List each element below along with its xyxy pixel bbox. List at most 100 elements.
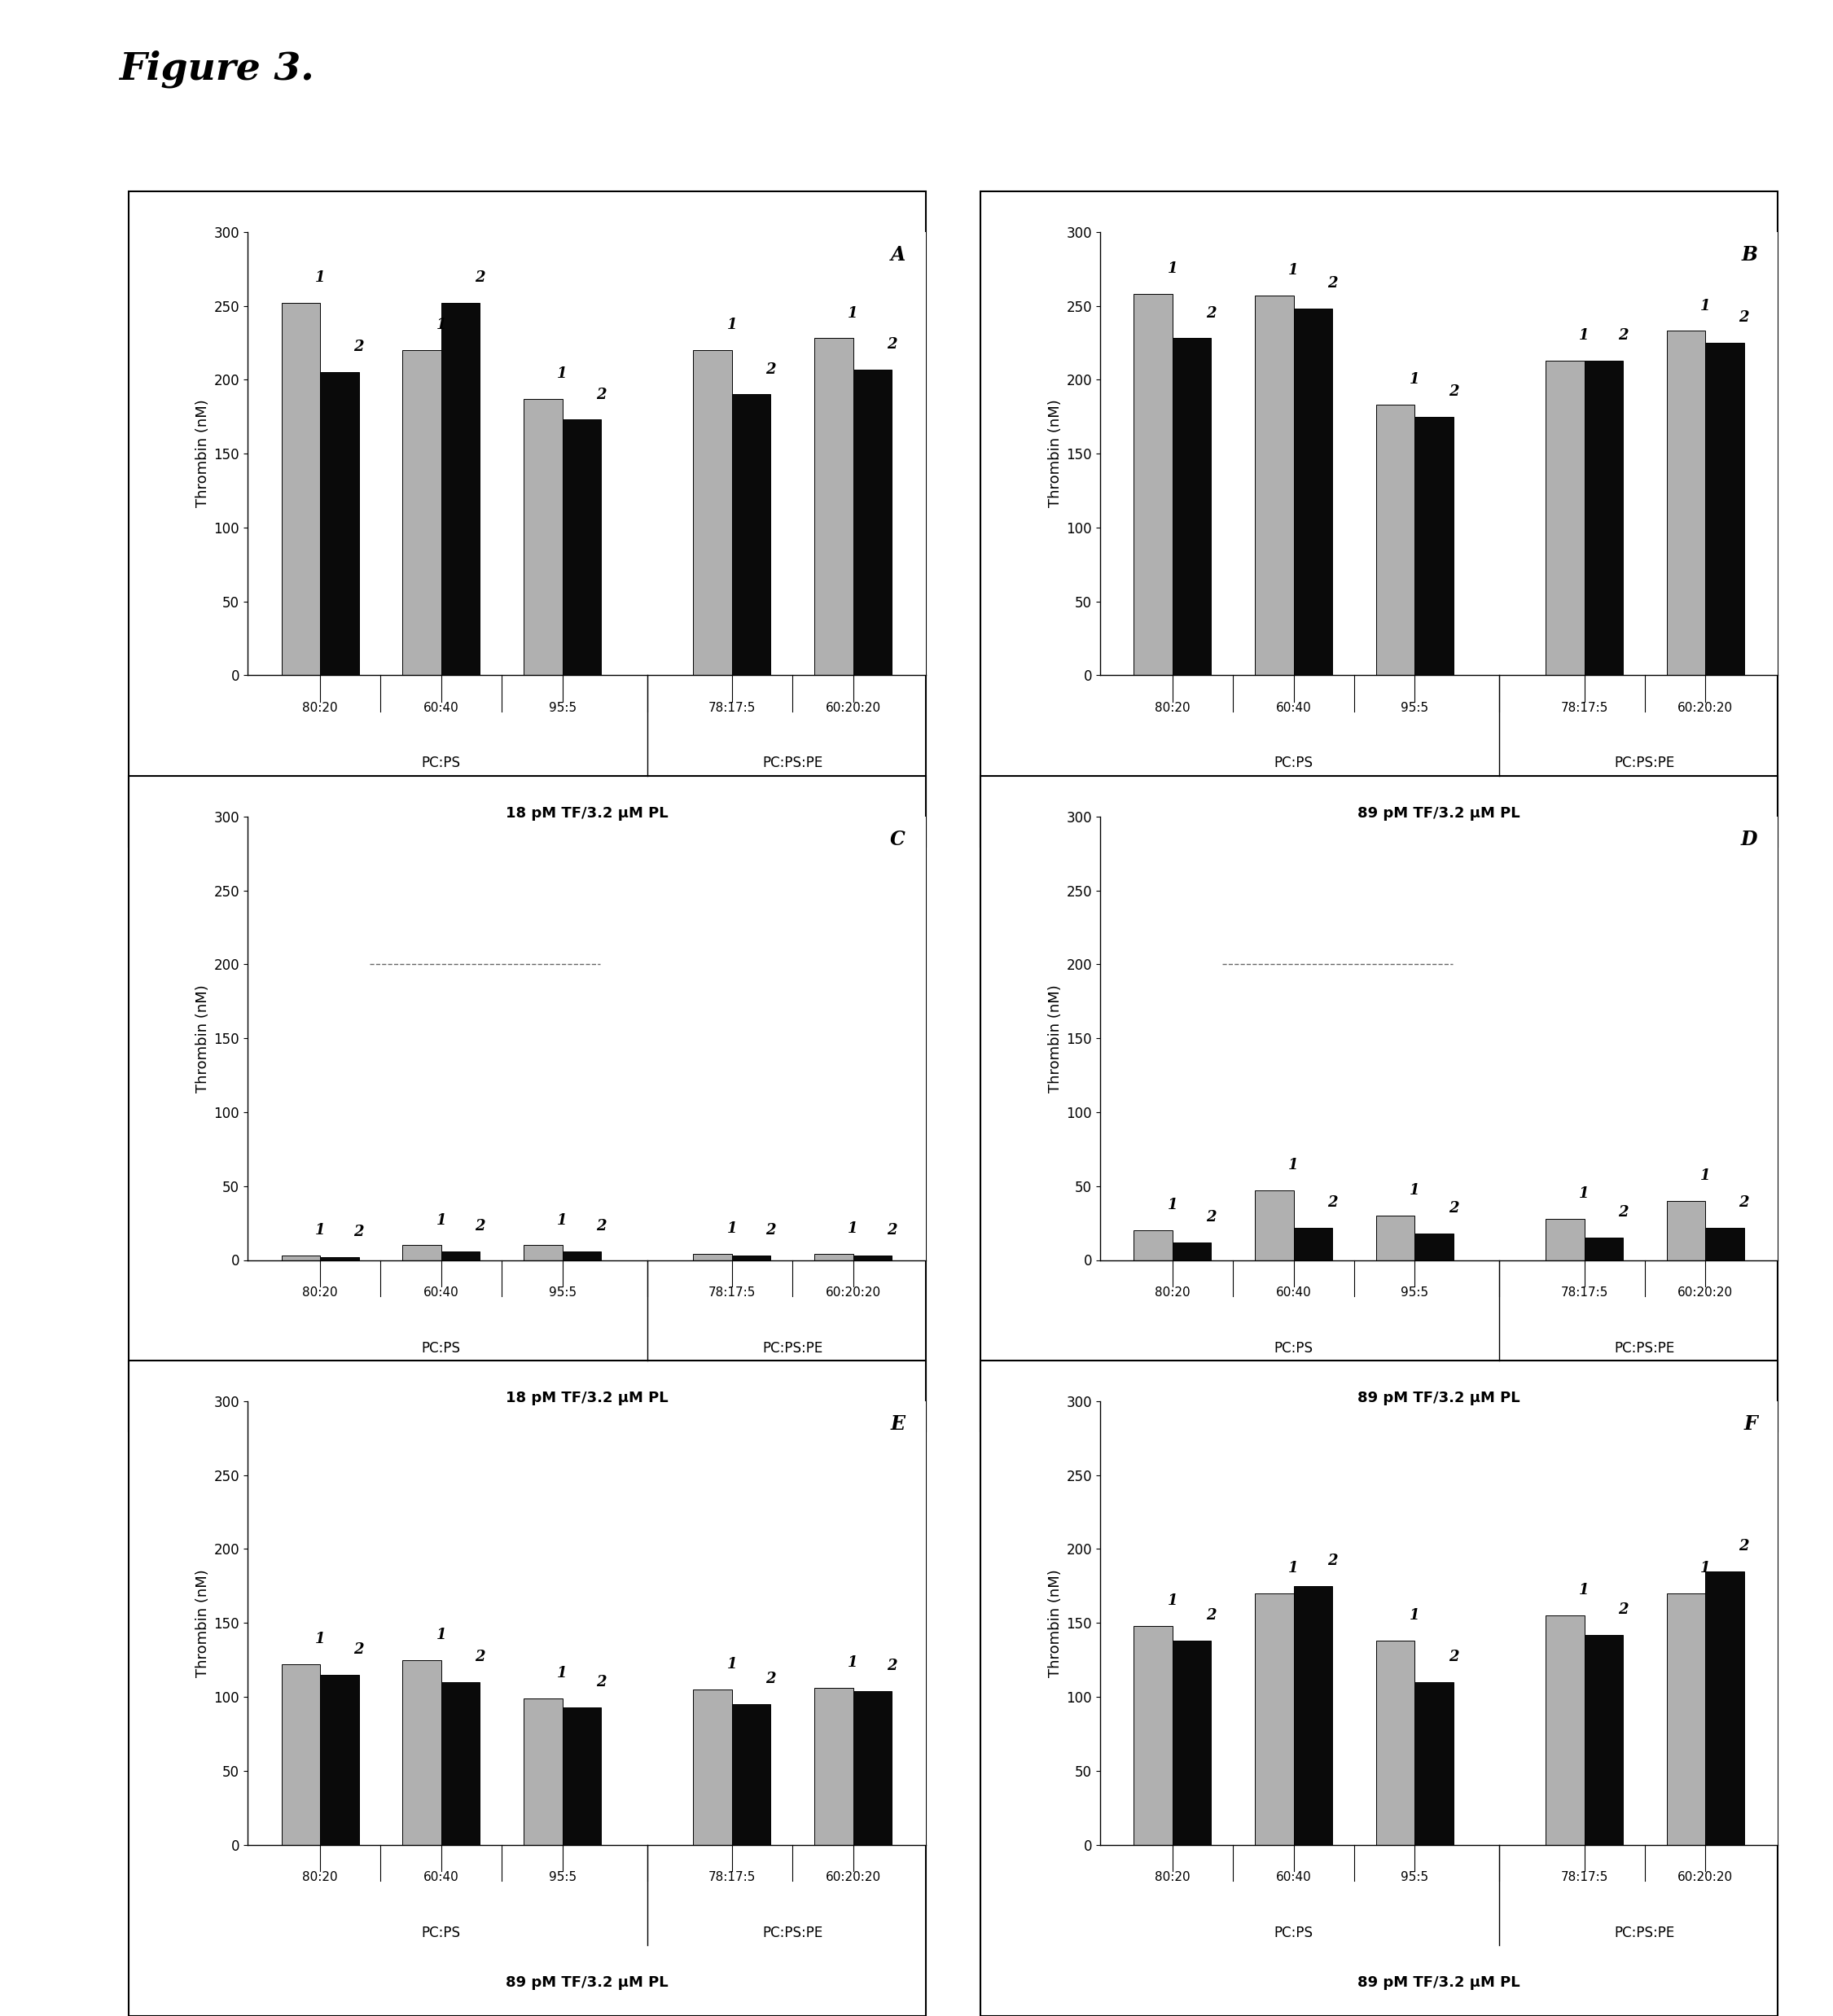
- Bar: [563, 1252, 601, 1260]
- Bar: [403, 1659, 442, 1845]
- Text: PC:PS: PC:PS: [1274, 1341, 1312, 1355]
- Text: 95:5: 95:5: [548, 1871, 576, 1883]
- Text: 2: 2: [596, 1220, 607, 1234]
- Text: 2: 2: [1327, 276, 1338, 290]
- Bar: [1133, 294, 1173, 675]
- Text: 1: 1: [1701, 1560, 1710, 1577]
- Bar: [1584, 1635, 1622, 1845]
- Bar: [524, 399, 563, 675]
- Bar: [1666, 331, 1705, 675]
- Bar: [852, 1691, 893, 1845]
- Text: E: E: [891, 1415, 906, 1433]
- Text: 1: 1: [849, 306, 858, 321]
- Bar: [321, 373, 359, 675]
- Bar: [524, 1697, 563, 1845]
- Text: 2: 2: [1448, 1202, 1459, 1216]
- Text: 95:5: 95:5: [1400, 702, 1428, 714]
- Bar: [1584, 361, 1622, 675]
- Text: 2: 2: [354, 1643, 365, 1657]
- Text: F: F: [1743, 1415, 1758, 1433]
- Text: PC:PS: PC:PS: [422, 1925, 460, 1939]
- Text: 78:17:5: 78:17:5: [708, 702, 755, 714]
- Text: 1: 1: [1410, 373, 1421, 387]
- Bar: [1256, 1593, 1294, 1845]
- Text: 89 pM TF/3.2 μM PL: 89 pM TF/3.2 μM PL: [1358, 1976, 1520, 1990]
- Bar: [1294, 1228, 1333, 1260]
- Text: PC:PS:PE: PC:PS:PE: [763, 1925, 823, 1939]
- Bar: [814, 1254, 852, 1260]
- Bar: [1294, 1587, 1333, 1845]
- Text: 78:17:5: 78:17:5: [708, 1871, 755, 1883]
- Bar: [814, 1687, 852, 1845]
- Bar: [1377, 1216, 1415, 1260]
- Bar: [693, 351, 731, 675]
- Text: 2: 2: [1327, 1195, 1338, 1210]
- Text: 60:20:20: 60:20:20: [1677, 1871, 1732, 1883]
- Text: 1: 1: [849, 1655, 858, 1669]
- Text: 2: 2: [887, 1224, 896, 1238]
- Text: 2: 2: [1740, 310, 1749, 325]
- Text: 89 pM TF/3.2 μM PL: 89 pM TF/3.2 μM PL: [1358, 806, 1520, 821]
- Bar: [442, 1252, 480, 1260]
- Text: 2: 2: [766, 1671, 775, 1687]
- Text: 1: 1: [436, 319, 445, 333]
- Text: 2: 2: [475, 1649, 486, 1665]
- Text: 78:17:5: 78:17:5: [1560, 1286, 1608, 1298]
- Text: 95:5: 95:5: [548, 702, 576, 714]
- Text: 60:40: 60:40: [423, 1286, 458, 1298]
- Text: Figure 3.: Figure 3.: [119, 50, 315, 89]
- Text: 1: 1: [436, 1214, 445, 1228]
- Text: 18 pM TF/3.2 μM PL: 18 pM TF/3.2 μM PL: [506, 1391, 667, 1405]
- Bar: [814, 339, 852, 675]
- Text: 60:40: 60:40: [1276, 1871, 1311, 1883]
- Text: 2: 2: [887, 337, 896, 351]
- Text: 89 pM TF/3.2 μM PL: 89 pM TF/3.2 μM PL: [506, 1976, 667, 1990]
- Text: 2: 2: [1619, 1603, 1628, 1617]
- Text: 60:40: 60:40: [423, 1871, 458, 1883]
- Text: 2: 2: [887, 1659, 896, 1673]
- Text: PC:PS: PC:PS: [1274, 756, 1312, 770]
- Text: 1: 1: [1580, 1583, 1589, 1599]
- Bar: [1415, 1681, 1454, 1845]
- Bar: [1545, 1615, 1584, 1845]
- Text: 95:5: 95:5: [548, 1286, 576, 1298]
- Text: PC:PS:PE: PC:PS:PE: [763, 1341, 823, 1355]
- Text: 80:20: 80:20: [1155, 1871, 1190, 1883]
- Text: 1: 1: [557, 1214, 568, 1228]
- Bar: [1705, 1570, 1745, 1845]
- Text: 60:20:20: 60:20:20: [825, 702, 880, 714]
- Bar: [1666, 1593, 1705, 1845]
- Text: 1: 1: [849, 1222, 858, 1236]
- Text: 95:5: 95:5: [1400, 1871, 1428, 1883]
- Text: 1: 1: [315, 1631, 324, 1647]
- Bar: [1173, 1242, 1212, 1260]
- Text: 80:20: 80:20: [302, 1871, 337, 1883]
- Bar: [1705, 343, 1745, 675]
- Bar: [1545, 1218, 1584, 1260]
- Bar: [852, 369, 893, 675]
- Text: 2: 2: [1206, 1210, 1217, 1224]
- Text: 1: 1: [1410, 1183, 1421, 1198]
- Text: D: D: [1741, 831, 1758, 849]
- Bar: [731, 395, 770, 675]
- Text: 1: 1: [557, 1665, 568, 1681]
- Text: 1: 1: [557, 367, 568, 381]
- Bar: [1173, 1641, 1212, 1845]
- Text: 78:17:5: 78:17:5: [1560, 702, 1608, 714]
- Text: 60:40: 60:40: [1276, 702, 1311, 714]
- Text: 1: 1: [315, 270, 324, 284]
- Text: 2: 2: [475, 1220, 486, 1234]
- Text: 1: 1: [1289, 1560, 1298, 1577]
- Text: 2: 2: [354, 341, 365, 355]
- Text: 60:20:20: 60:20:20: [825, 1286, 880, 1298]
- Y-axis label: Thrombin (nM): Thrombin (nM): [196, 984, 211, 1093]
- Text: C: C: [891, 831, 906, 849]
- Text: 2: 2: [766, 363, 775, 377]
- Text: PC:PS: PC:PS: [1274, 1925, 1312, 1939]
- Bar: [1415, 1234, 1454, 1260]
- Text: PC:PS: PC:PS: [422, 1341, 460, 1355]
- Text: 2: 2: [354, 1224, 365, 1240]
- Text: 1: 1: [1580, 1185, 1589, 1202]
- Text: 1: 1: [728, 1657, 737, 1671]
- Text: 2: 2: [1448, 1649, 1459, 1665]
